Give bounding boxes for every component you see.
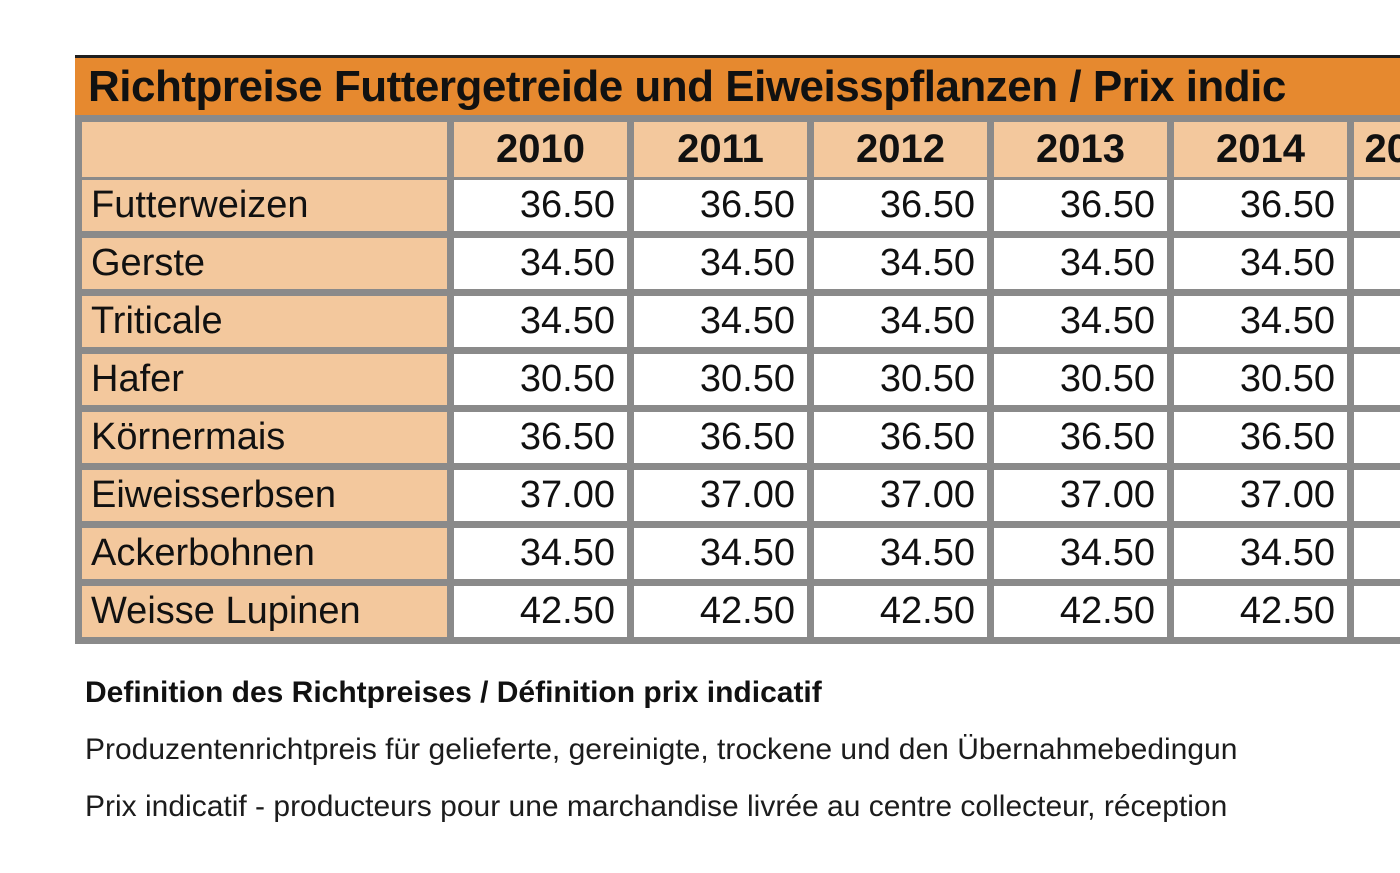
value-cell: 34.50 — [994, 296, 1167, 347]
value-cell — [1354, 296, 1400, 347]
value-cell: 37.00 — [814, 470, 987, 521]
row-label-cell: Gerste — [82, 238, 447, 289]
value-cell — [1354, 528, 1400, 579]
value-cell: 36.50 — [1174, 412, 1347, 463]
value-cell: 34.50 — [1174, 238, 1347, 289]
value-cell: 30.50 — [994, 354, 1167, 405]
value-cell: 36.50 — [454, 180, 627, 231]
value-cell: 37.00 — [634, 470, 807, 521]
value-cell: 30.50 — [1174, 354, 1347, 405]
notes-block: Definition des Richtpreises / Définition… — [85, 676, 1400, 847]
value-cell — [1354, 354, 1400, 405]
year-header-cell: 2012 — [814, 122, 987, 177]
value-cell: 34.50 — [814, 528, 987, 579]
value-cell: 36.50 — [634, 412, 807, 463]
row-label-cell: Eiweisserbsen — [82, 470, 447, 521]
value-cell: 42.50 — [634, 586, 807, 637]
note-line-german: Produzentenrichtpreis für gelieferte, ge… — [85, 733, 1238, 766]
table-title: Richtpreise Futtergetreide und Eiweisspf… — [75, 55, 1400, 115]
value-cell — [1354, 238, 1400, 289]
value-cell: 34.50 — [814, 296, 987, 347]
value-cell: 30.50 — [634, 354, 807, 405]
price-table: Richtpreise Futtergetreide und Eiweisspf… — [75, 55, 1400, 644]
value-cell: 37.00 — [1174, 470, 1347, 521]
value-cell — [1354, 412, 1400, 463]
value-cell: 34.50 — [454, 238, 627, 289]
value-cell: 30.50 — [814, 354, 987, 405]
year-header-cell: 2013 — [994, 122, 1167, 177]
value-cell: 34.50 — [814, 238, 987, 289]
value-cell: 34.50 — [1174, 296, 1347, 347]
value-cell: 42.50 — [814, 586, 987, 637]
row-label-cell: Körnermais — [82, 412, 447, 463]
row-label-cell: Futterweizen — [82, 180, 447, 231]
row-label-cell: Weisse Lupinen — [82, 586, 447, 637]
note-line-french: Prix indicatif - producteurs pour une ma… — [85, 790, 1228, 823]
value-cell: 36.50 — [1174, 180, 1347, 231]
value-cell: 36.50 — [454, 412, 627, 463]
value-cell: 34.50 — [634, 238, 807, 289]
year-header-cell: 2015 — [1354, 122, 1400, 177]
year-header-cell: 2011 — [634, 122, 807, 177]
value-cell: 36.50 — [814, 180, 987, 231]
value-cell: 37.00 — [454, 470, 627, 521]
value-cell: 36.50 — [994, 180, 1167, 231]
corner-header-cell — [82, 122, 447, 177]
value-cell — [1354, 470, 1400, 521]
value-cell: 36.50 — [814, 412, 987, 463]
value-cell — [1354, 586, 1400, 637]
value-cell: 34.50 — [994, 528, 1167, 579]
value-cell: 42.50 — [1174, 586, 1347, 637]
value-cell: 36.50 — [994, 412, 1167, 463]
value-cell: 34.50 — [454, 528, 627, 579]
value-cell: 34.50 — [454, 296, 627, 347]
year-header-cell: 2014 — [1174, 122, 1347, 177]
row-label-cell: Hafer — [82, 354, 447, 405]
price-grid: 201020112012201320142015Futterweizen36.5… — [75, 115, 1400, 644]
value-cell: 30.50 — [454, 354, 627, 405]
value-cell: 36.50 — [634, 180, 807, 231]
value-cell — [1354, 180, 1400, 231]
value-cell: 34.50 — [1174, 528, 1347, 579]
row-label-cell: Triticale — [82, 296, 447, 347]
row-label-cell: Ackerbohnen — [82, 528, 447, 579]
value-cell: 37.00 — [994, 470, 1167, 521]
value-cell: 34.50 — [634, 296, 807, 347]
notes-heading: Definition des Richtpreises / Définition… — [85, 676, 822, 709]
value-cell: 34.50 — [634, 528, 807, 579]
value-cell: 34.50 — [994, 238, 1167, 289]
value-cell: 42.50 — [994, 586, 1167, 637]
value-cell: 42.50 — [454, 586, 627, 637]
year-header-cell: 2010 — [454, 122, 627, 177]
